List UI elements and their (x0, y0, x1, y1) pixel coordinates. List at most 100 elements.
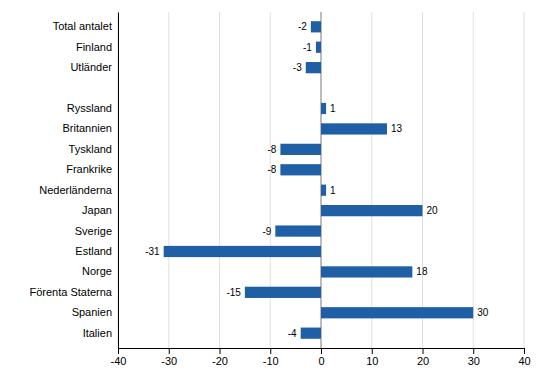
bar (245, 287, 321, 298)
y-tick-label: Italien (83, 327, 112, 339)
y-tick: Spanien (72, 306, 112, 318)
y-tick: Japan (82, 204, 112, 216)
data-label: -9 (262, 226, 271, 237)
bar (316, 42, 321, 53)
bar (280, 144, 321, 155)
data-label: 1 (330, 103, 336, 114)
y-axis: Italien Spanien Förenta Staterna Norge Estla… (29, 13, 118, 349)
data-label: -3 (293, 62, 302, 73)
data-label: -8 (267, 144, 276, 155)
y-tick: Estland (75, 245, 112, 257)
x-tick: 40 (518, 348, 530, 367)
grid-line (524, 12, 525, 348)
x-tick-mark (423, 348, 424, 354)
bar (164, 246, 321, 257)
x-tick-label: 30 (468, 355, 480, 367)
data-labels: -430-1518-31-9201-8-8131-3-1-2 (145, 21, 489, 338)
data-label: 18 (416, 266, 428, 277)
bar (321, 185, 326, 196)
x-tick-mark (169, 348, 170, 354)
y-axis-line (118, 13, 119, 349)
y-tick: Tyskland (69, 143, 112, 155)
y-tick-label: Spanien (72, 306, 112, 318)
grid-line (422, 12, 423, 348)
y-tick: Finland (76, 41, 112, 53)
x-tick-mark (270, 348, 271, 354)
chart-svg: -430-1518-31-9201-8-8131-3-1-2-40-30-20-… (0, 0, 546, 376)
y-tick-label: Estland (75, 245, 112, 257)
x-tick-label: 10 (366, 355, 378, 367)
x-tick-label: -30 (161, 355, 177, 367)
y-tick-label: Tyskland (69, 143, 112, 155)
x-axis-line (119, 349, 525, 355)
data-label: -15 (226, 287, 241, 298)
y-tick-label: Nederländerna (39, 184, 113, 196)
y-tick-label: Förenta Staterna (29, 286, 112, 298)
y-tick-label: Frankrike (66, 163, 112, 175)
x-tick: -10 (263, 348, 279, 367)
plot-area: -430-1518-31-9201-8-8131-3-1-2-40-30-20-… (29, 12, 530, 367)
x-tick-mark (524, 348, 525, 354)
x-tick-mark (473, 348, 474, 354)
y-tick: Ryssland (67, 102, 112, 114)
grid-line (473, 12, 474, 348)
data-label: -31 (145, 246, 160, 257)
x-tick: -40 (111, 348, 127, 367)
grid-line (219, 12, 220, 348)
data-label: 1 (330, 185, 336, 196)
data-label: -4 (288, 328, 297, 339)
data-label: 20 (427, 205, 439, 216)
grid-line (168, 12, 169, 348)
bar (306, 62, 321, 73)
data-label: -1 (303, 42, 312, 53)
y-tick-label: Norge (82, 265, 112, 277)
x-tick: 0 (318, 348, 324, 367)
y-tick-label: Total antalet (53, 20, 112, 32)
y-tick: Nederländerna (39, 184, 113, 196)
y-tick: Norge (82, 265, 112, 277)
y-tick-label: Finland (76, 41, 112, 53)
x-tick: 30 (468, 348, 480, 367)
y-tick-label: Sverige (75, 225, 112, 237)
y-tick-label: Britannien (62, 122, 112, 134)
y-tick: Förenta Staterna (29, 286, 112, 298)
bar (321, 123, 387, 134)
x-tick: -20 (212, 348, 228, 367)
x-tick: -30 (161, 348, 177, 367)
bars (164, 21, 474, 339)
x-axis: -40 -30 -20 -10 0 10 20 30 40 (111, 348, 531, 367)
x-tick-label: -20 (212, 355, 228, 367)
y-tick: Britannien (62, 122, 112, 134)
x-tick-label: -40 (111, 355, 127, 367)
x-tick-mark (220, 348, 221, 354)
bar (301, 328, 321, 339)
data-label: 13 (391, 123, 403, 134)
bar (321, 82, 322, 93)
bar (275, 225, 321, 236)
grid-line (371, 12, 372, 348)
data-label: 30 (477, 307, 489, 318)
bar (321, 307, 473, 318)
grid (118, 12, 524, 348)
bar (321, 266, 412, 277)
grid-line (118, 12, 119, 348)
bar (321, 103, 326, 114)
x-tick-label: 0 (318, 355, 324, 367)
y-tick: Italien (83, 327, 112, 339)
bar (311, 21, 321, 32)
x-tick-label: -10 (263, 355, 279, 367)
bar (321, 205, 423, 216)
x-tick-mark (372, 348, 373, 354)
y-tick-label: Ryssland (67, 102, 112, 114)
x-tick-label: 40 (518, 355, 530, 367)
y-tick-label: Japan (82, 204, 112, 216)
data-label: -8 (267, 164, 276, 175)
x-tick: 10 (366, 348, 378, 367)
x-tick-mark (118, 348, 119, 354)
x-tick-label: 20 (417, 355, 429, 367)
bar (280, 164, 321, 175)
chart-container: -430-1518-31-9201-8-8131-3-1-2-40-30-20-… (0, 0, 546, 376)
x-tick: 20 (417, 348, 429, 367)
y-tick: Sverige (75, 225, 112, 237)
y-tick: Frankrike (66, 163, 112, 175)
